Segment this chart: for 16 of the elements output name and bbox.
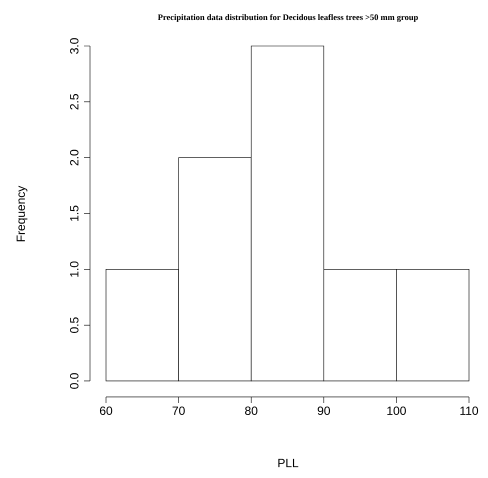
y-tick-label: 0.5 xyxy=(70,317,78,333)
x-tick-label: 110 xyxy=(460,406,478,415)
y-axis-title: Frequency xyxy=(16,186,28,242)
x-tick-label: 100 xyxy=(387,406,406,415)
x-tick-label: 90 xyxy=(318,406,330,415)
x-tick-label: 70 xyxy=(172,406,185,415)
y-tick-label: 2.0 xyxy=(70,150,78,166)
chart-title: Precipitation data distribution for Decidous leafless trees >50 mm group xyxy=(158,14,418,22)
y-tick-label: 1.0 xyxy=(70,261,78,277)
x-tick-label: 60 xyxy=(100,406,112,415)
y-tick-label: 2.5 xyxy=(70,94,78,110)
x-tick-label: 80 xyxy=(245,406,258,415)
y-tick-label: 1.5 xyxy=(70,206,78,221)
y-tick-label: 0.0 xyxy=(70,373,78,389)
x-axis-title: PLL xyxy=(278,458,298,468)
y-tick-label: 3.0 xyxy=(70,38,78,54)
